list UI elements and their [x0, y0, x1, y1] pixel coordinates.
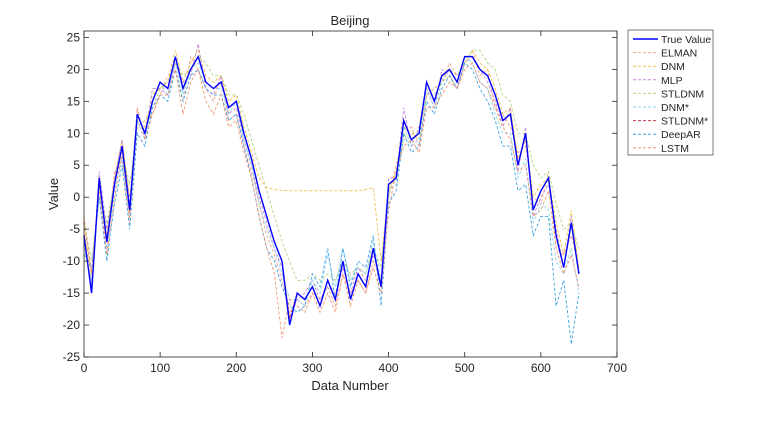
- x-tick-label: 600: [531, 361, 551, 375]
- chart-title: Beijing: [330, 13, 369, 28]
- plot-area-box: [83, 30, 618, 358]
- x-tick-label: 300: [302, 361, 322, 375]
- series-line-dnm-star: [83, 55, 580, 307]
- y-axis-label: Value: [46, 178, 61, 210]
- y-tick-label: 10: [67, 126, 81, 140]
- ticks-layer: 0 100 200 300 400 500 600 700 -25 -20 -15 -10 -5 0 5 10…: [63, 30, 628, 375]
- series-line-elman: [83, 49, 580, 314]
- legend-label: ELMAN: [661, 48, 697, 60]
- x-tick-label: 400: [379, 361, 399, 375]
- y-tick-label: -20: [63, 318, 81, 332]
- y-tick-label: 20: [67, 62, 81, 76]
- series-layer: [83, 43, 580, 345]
- x-tick-label: 500: [455, 361, 475, 375]
- legend-label: DNM: [661, 61, 685, 73]
- legend-label: True Value: [661, 34, 711, 46]
- x-axis-label: Data Number: [311, 378, 389, 393]
- series-line-deepar: [83, 62, 580, 345]
- legend-box: [627, 29, 714, 156]
- x-tick-label: 700: [607, 361, 627, 375]
- y-tick-label: 0: [73, 190, 80, 204]
- y-tick-label: -5: [69, 222, 80, 236]
- series-line-lstm: [83, 62, 580, 338]
- legend-label: STLDNM*: [661, 116, 708, 128]
- legend-label: DNM*: [661, 102, 689, 114]
- legend-label: MLP: [661, 75, 683, 87]
- y-tick-label: -25: [63, 350, 81, 364]
- legend-label: DeepAR: [661, 129, 701, 141]
- series-line-true-value: [83, 54, 580, 326]
- legend-label: STLDNM: [661, 88, 704, 100]
- x-tick-label: 0: [81, 361, 88, 375]
- y-tick-label: 25: [67, 30, 81, 44]
- legend-label: LSTM: [661, 143, 689, 155]
- y-tick-label: -10: [63, 254, 81, 268]
- x-tick-label: 200: [226, 361, 246, 375]
- y-tick-label: 5: [73, 158, 80, 172]
- series-line-stldnm: [83, 49, 580, 282]
- x-tick-label: 100: [150, 361, 170, 375]
- y-tick-label: -15: [63, 286, 81, 300]
- y-tick-label: 15: [67, 94, 81, 108]
